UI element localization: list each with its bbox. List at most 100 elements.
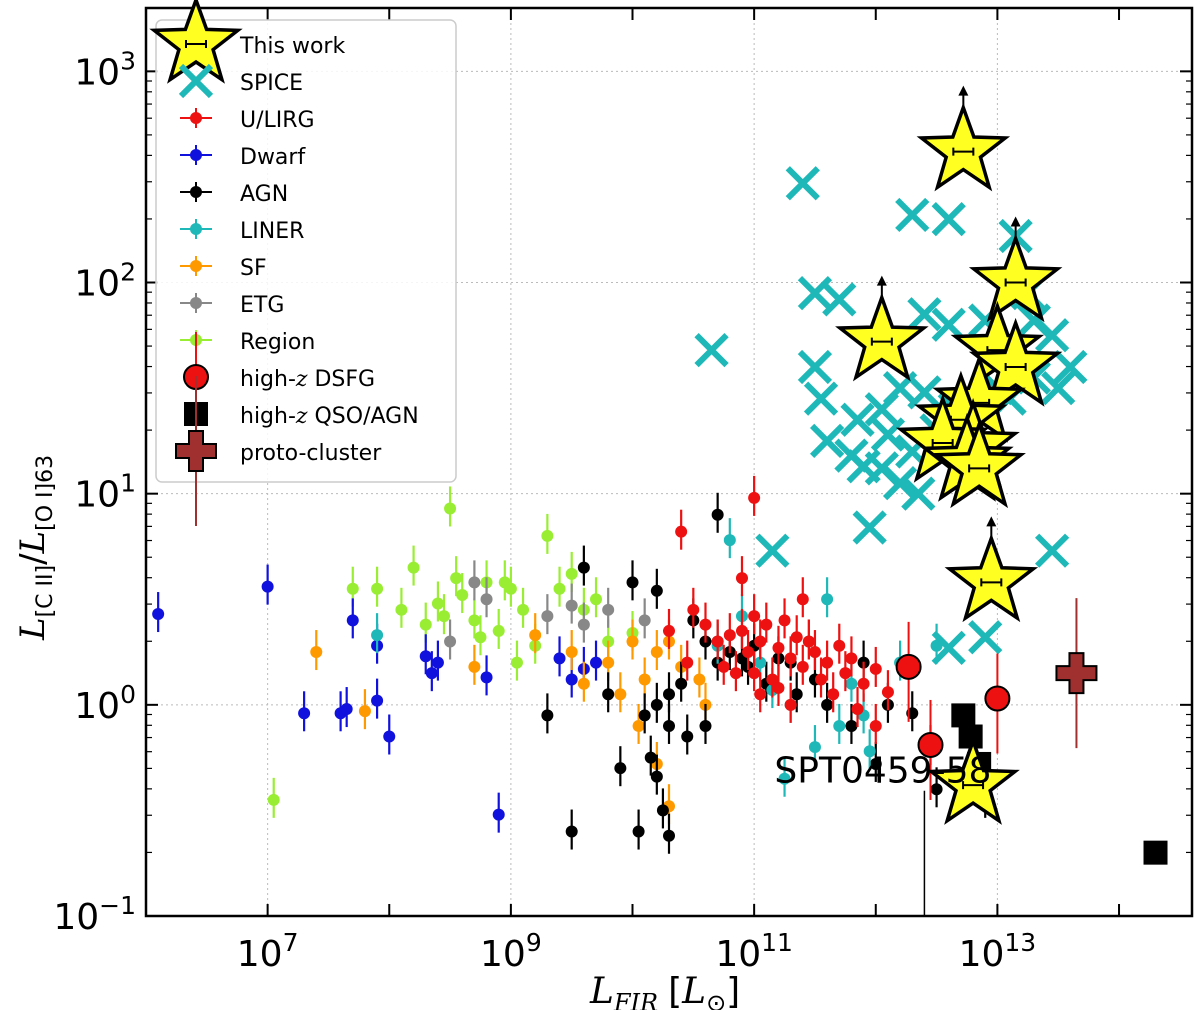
liner-point [821, 593, 834, 606]
spice-point [1053, 349, 1088, 385]
agn-point [699, 719, 712, 732]
high-z-dsfg-point [984, 685, 1011, 712]
spice-point [803, 381, 839, 416]
dwarf-point [152, 608, 165, 621]
u-lirg-point [808, 646, 821, 659]
u-lirg-point [857, 677, 870, 690]
legend-label-liner: LINER [240, 219, 304, 244]
sf-point [632, 719, 645, 732]
u-lirg-point [742, 646, 755, 659]
dwarf-point [565, 673, 578, 686]
dwarf-point [480, 671, 493, 684]
sf-point [638, 673, 651, 686]
u-lirg-point [778, 614, 791, 627]
annotation: SPT0459-58 [774, 751, 991, 916]
region-point [407, 561, 420, 574]
u-lirg-point [748, 491, 761, 504]
agn-point [577, 561, 590, 574]
u-lirg-point [663, 624, 675, 637]
u-lirg-point [772, 641, 785, 654]
u-lirg-point [723, 629, 736, 642]
region-point [346, 582, 359, 595]
spice-point [840, 402, 875, 437]
legend-label-sf: SF [240, 256, 267, 281]
u-lirg-point [869, 662, 882, 675]
this-work-point [968, 233, 1063, 323]
x-axis-label: LFIR [L⊙] [589, 971, 740, 1010]
agn-point [650, 584, 663, 597]
y-tick-label: 101 [74, 469, 136, 516]
agn-point [663, 688, 675, 701]
this-work-point-errorbar [962, 781, 985, 790]
legend-label-region: Region [240, 330, 315, 355]
spice-point [797, 349, 833, 385]
u-lirg-point [815, 673, 828, 686]
sf-point [650, 646, 663, 659]
liner-point [371, 629, 384, 642]
dwarf-point [425, 667, 438, 680]
u-lirg-point [869, 719, 882, 732]
sf-point [468, 660, 481, 673]
sf-point [602, 656, 615, 669]
spice-point [882, 465, 918, 501]
u-lirg-point [699, 618, 712, 631]
u-lirg-point [711, 635, 724, 648]
y-tick-label: 10−1 [53, 891, 136, 938]
etg-point [444, 635, 457, 648]
annotation-label: SPT0459-58 [774, 751, 991, 792]
agn-point [638, 709, 651, 722]
region-point [474, 631, 487, 644]
region-point [590, 593, 603, 606]
x-tick-label: 1011 [715, 928, 793, 975]
this-work-point-limit-arrowhead [986, 516, 997, 527]
etg-point [577, 618, 590, 631]
u-lirg-point [827, 688, 840, 701]
legend-label-dwarf: Dwarf [240, 145, 306, 170]
region-point [553, 582, 566, 595]
data-points [152, 85, 1168, 865]
agn-point [675, 677, 688, 690]
high-z-dsfg-point [917, 731, 944, 758]
sf-point [614, 688, 627, 701]
u-lirg-point [802, 635, 815, 648]
u-lirg-point [839, 667, 852, 680]
u-lirg-point [754, 688, 767, 701]
agn-point [845, 719, 858, 732]
spice-point [907, 297, 942, 332]
agn-point [821, 698, 834, 711]
this-work-point [968, 317, 1063, 407]
dwarf-point [261, 580, 274, 593]
region-point [510, 656, 523, 669]
region-point [450, 572, 463, 585]
legend-label-proto-cluster: proto-cluster [240, 441, 382, 466]
u-lirg-point [760, 618, 773, 631]
spice-point [864, 392, 899, 427]
liner-point [863, 745, 876, 758]
legend-label-spice: SPICE [240, 71, 303, 96]
agn-point [650, 698, 663, 711]
liner-point [723, 534, 736, 547]
legend-marker-this-work [149, 0, 243, 84]
svg-text:L[C II]/L[O I]63: L[C II]/L[O I]63 [13, 455, 58, 641]
legend-label-high-z-qso-agn: high-z QSO/AGN [240, 404, 419, 429]
dwarf-point [492, 808, 505, 821]
liner-point [754, 656, 767, 669]
this-work-point-errorbar [870, 337, 893, 346]
liner-point [808, 741, 821, 754]
etg-point [565, 599, 578, 612]
spice-point [1035, 318, 1070, 353]
u-lirg-point [851, 703, 864, 716]
spice-point [1041, 370, 1076, 406]
u-lirg-point [845, 652, 858, 665]
u-lirg-point [748, 610, 761, 623]
spice-point [907, 375, 942, 410]
region-point [419, 618, 432, 631]
agn-point [614, 762, 627, 775]
plot-frame [144, 6, 1194, 918]
agn-point [930, 783, 943, 796]
u-lirg-point [821, 656, 834, 669]
axis-ticks: 107 109 1011 1013 10−1 100 101 102 103 [53, 8, 1192, 975]
u-lirg-point [766, 673, 779, 686]
this-work-point-errorbar [1004, 362, 1027, 371]
